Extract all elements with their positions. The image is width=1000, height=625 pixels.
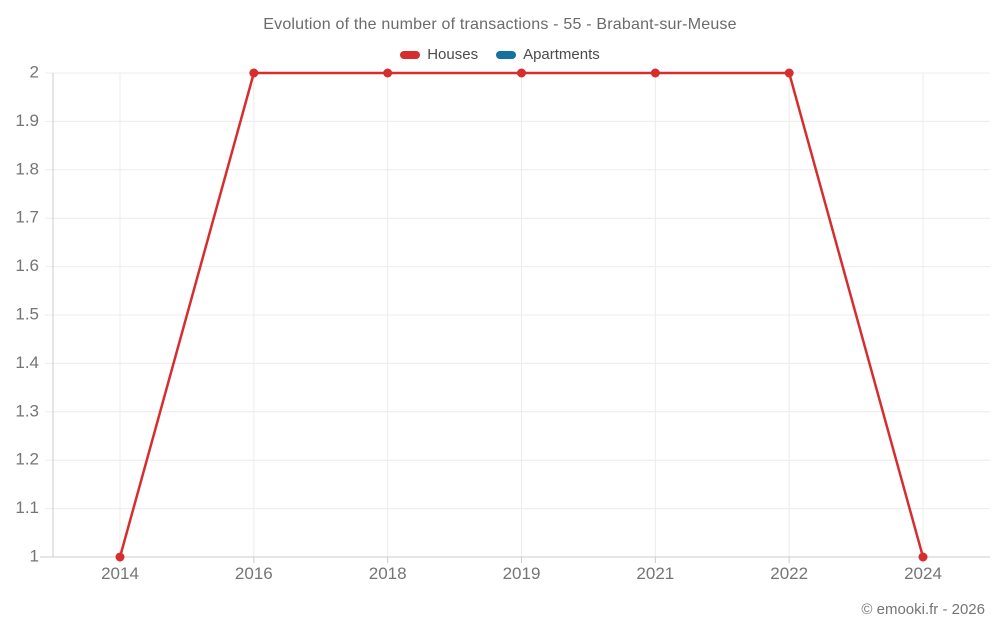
y-tick-label: 1.8 bbox=[15, 159, 39, 178]
y-tick-label: 1.3 bbox=[15, 401, 39, 420]
x-tick-label: 2019 bbox=[503, 564, 541, 583]
houses-data-point[interactable] bbox=[517, 68, 526, 78]
x-tick-label: 2016 bbox=[235, 564, 273, 583]
chart-title: Evolution of the number of transactions … bbox=[263, 16, 737, 33]
y-tick-label: 1.6 bbox=[15, 256, 39, 275]
legend-label-houses: Houses bbox=[427, 46, 479, 63]
y-tick-label: 1.9 bbox=[15, 111, 39, 130]
x-tick-label: 2014 bbox=[101, 564, 139, 583]
x-tick-label: 2022 bbox=[770, 564, 808, 583]
houses-data-point[interactable] bbox=[918, 552, 928, 562]
y-tick-label: 1 bbox=[30, 546, 39, 565]
y-tick-label: 1.1 bbox=[15, 498, 39, 517]
legend: Houses Apartments bbox=[0, 46, 1000, 63]
x-tick-label: 2021 bbox=[636, 564, 674, 583]
houses-data-point[interactable] bbox=[115, 552, 125, 562]
houses-legend-swatch-icon bbox=[400, 50, 421, 59]
x-tick-label: 2018 bbox=[369, 564, 407, 583]
y-tick-label: 2 bbox=[30, 62, 39, 81]
houses-data-point[interactable] bbox=[650, 68, 660, 78]
y-tick-label: 1.5 bbox=[15, 304, 39, 323]
houses-data-point[interactable] bbox=[249, 68, 259, 78]
legend-item-houses[interactable]: Houses bbox=[400, 46, 478, 63]
houses-data-point[interactable] bbox=[784, 68, 794, 78]
houses-data-point[interactable] bbox=[383, 68, 393, 78]
y-tick-label: 1.4 bbox=[15, 353, 39, 372]
y-tick-label: 1.2 bbox=[15, 450, 39, 469]
apartments-legend-swatch-icon bbox=[496, 50, 517, 59]
legend-item-apartments[interactable]: Apartments bbox=[496, 46, 600, 63]
x-tick-label: 2024 bbox=[904, 564, 942, 583]
copyright-text: © emooki.fr - 2026 bbox=[861, 601, 985, 618]
y-tick-label: 1.7 bbox=[15, 208, 39, 227]
legend-label-apartments: Apartments bbox=[523, 46, 600, 63]
